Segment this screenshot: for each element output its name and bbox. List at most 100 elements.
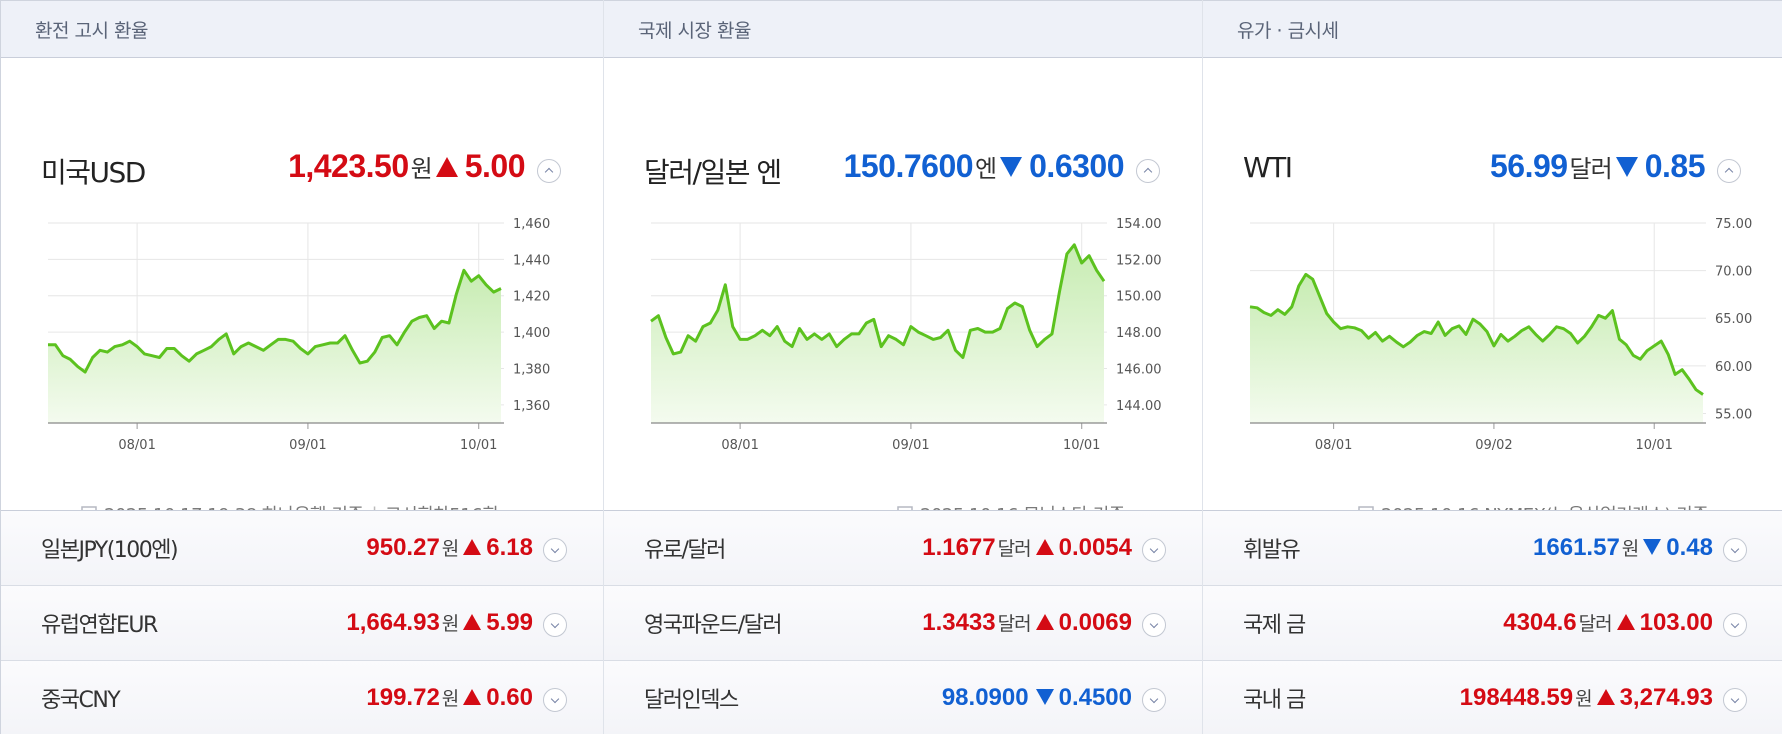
y-tick-label: 1,440 — [513, 253, 550, 268]
main-quote-value: 56.99 달러 0.85 — [1490, 148, 1741, 185]
y-tick-label: 154.00 — [1116, 217, 1162, 232]
list-item-value: 198448.59 원 3,274.93 — [1460, 684, 1747, 712]
main-quote: 미국USD 1,423.50 원 5.00 1,460 1,440 1,420 1,4… — [1, 58, 603, 526]
list-item-name: 휘발유 — [1243, 538, 1301, 563]
list-item-change: 3,274.93 — [1619, 684, 1713, 711]
up-arrow-icon — [463, 614, 482, 630]
y-tick-label: 1,400 — [513, 326, 550, 341]
chevron-down-icon — [1149, 544, 1159, 553]
list-item-unit: 원 — [441, 613, 460, 635]
list-item-price: 1,664.93 — [346, 609, 440, 636]
chevron-down-icon — [550, 619, 560, 628]
list-item-unit: 달러 — [1578, 613, 1613, 635]
list-item-price: 4304.6 — [1503, 609, 1577, 636]
series-line — [650, 243, 1106, 359]
list-item[interactable]: 국제 금 4304.6 달러 103.00 — [1203, 585, 1782, 660]
x-tick-label: 09/02 — [1475, 438, 1512, 453]
list-item-value: 4304.6 달러 103.00 — [1503, 609, 1747, 637]
y-tick-label: 1,380 — [513, 362, 550, 377]
collapse-toggle-button[interactable] — [1136, 158, 1160, 183]
list-item-change: 103.00 — [1639, 609, 1713, 636]
list-item[interactable]: 중국CNY 199.72 원 0.60 — [1, 660, 603, 734]
list-item[interactable]: 유럽연합EUR 1,664.93 원 5.99 — [1, 585, 603, 660]
panel-exchange: 환전 고시 환율 미국USD 1,423.50 원 5.00 1,460 1,44… — [1, 0, 604, 734]
list-item-name: 국제 금 — [1243, 613, 1306, 638]
chart: 154.00 152.00 150.00 148.00 146.00 144.00 08/0… — [650, 217, 1162, 453]
panel-header[interactable]: 환전 고시 환율 — [1, 0, 603, 58]
chevron-down-icon — [1149, 619, 1159, 628]
list-item-name: 영국파운드/달러 — [644, 613, 783, 638]
up-arrow-icon — [435, 157, 458, 177]
y-tick-label: 1,360 — [513, 399, 550, 414]
list-item[interactable]: 영국파운드/달러 1.3433 달러 0.0069 — [604, 585, 1202, 660]
list-item-unit: 달러 — [997, 538, 1032, 560]
main-quote-name[interactable]: 달러/일본 엔 — [644, 156, 782, 189]
quote-list: 휘발유 1661.57 원 0.48 국제 금 4304.6 달러 — [1203, 510, 1782, 734]
list-item[interactable]: 일본JPY(100엔) 950.27 원 6.18 — [1, 510, 603, 585]
panel-intl-market: 국제 시장 환율 달러/일본 엔 150.7600 엔 0.6300 154.0… — [604, 0, 1203, 734]
x-tick-label: 10/01 — [460, 438, 497, 453]
list-item-change: 0.4500 — [1058, 684, 1132, 711]
y-tick-label: 148.00 — [1116, 326, 1162, 341]
down-arrow-icon — [1035, 689, 1054, 705]
x-tick-label: 09/01 — [892, 438, 929, 453]
expand-toggle-button[interactable] — [1723, 538, 1747, 562]
expand-toggle-button[interactable] — [1142, 613, 1166, 637]
x-tick-label: 08/01 — [118, 438, 155, 453]
panel-header[interactable]: 유가 · 금시세 — [1203, 0, 1782, 58]
main-quote-name[interactable]: WTI — [1243, 151, 1293, 184]
chevron-up-icon — [1143, 167, 1153, 177]
x-tick-label: 08/01 — [1315, 438, 1352, 453]
up-arrow-icon — [1596, 689, 1615, 705]
list-item-value: 950.27 원 6.18 — [366, 534, 567, 562]
expand-toggle-button[interactable] — [1723, 613, 1747, 637]
series-line — [1249, 272, 1704, 396]
main-quote-value: 1,423.50 원 5.00 — [288, 148, 561, 185]
expand-toggle-button[interactable] — [543, 538, 567, 562]
expand-toggle-button[interactable] — [1142, 538, 1166, 562]
collapse-toggle-button[interactable] — [1717, 158, 1741, 183]
main-quote-unit: 엔 — [975, 155, 997, 183]
list-item-value: 1.1677 달러 0.0054 — [922, 534, 1166, 562]
expand-toggle-button[interactable] — [1723, 688, 1747, 712]
chevron-down-icon — [1149, 694, 1159, 703]
main-quote-change: 5.00 — [464, 148, 526, 184]
expand-toggle-button[interactable] — [1142, 688, 1166, 712]
list-item[interactable]: 휘발유 1661.57 원 0.48 — [1203, 510, 1782, 585]
chevron-down-icon — [550, 544, 560, 553]
list-item[interactable]: 국내 금 198448.59 원 3,274.93 — [1203, 660, 1782, 734]
list-item[interactable]: 유로/달러 1.1677 달러 0.0054 — [604, 510, 1202, 585]
chart: 75.00 70.00 65.00 60.00 55.00 08/01 09/02 10/01 — [1249, 217, 1752, 453]
down-arrow-icon — [1000, 157, 1023, 177]
y-tick-label: 55.00 — [1715, 407, 1752, 422]
series-line — [48, 268, 502, 374]
list-item-value: 1661.57 원 0.48 — [1533, 534, 1747, 562]
main-quote-name[interactable]: 미국USD — [41, 156, 146, 189]
up-arrow-icon — [1035, 539, 1054, 555]
series-area — [1250, 274, 1703, 423]
main-quote-value: 150.7600 엔 0.6300 — [844, 148, 1160, 185]
collapse-toggle-button[interactable] — [537, 158, 561, 183]
list-item-name: 유로/달러 — [644, 538, 726, 563]
expand-toggle-button[interactable] — [543, 688, 567, 712]
list-item-price: 198448.59 — [1459, 684, 1574, 711]
main-quote-change: 0.6300 — [1029, 148, 1124, 184]
list-item-price: 98.0900 — [941, 684, 1029, 711]
main-quote: 달러/일본 엔 150.7600 엔 0.6300 154.00 152.00 15… — [604, 58, 1202, 526]
list-item[interactable]: 달러인덱스 98.0900 0.4500 — [604, 660, 1202, 734]
list-item-change: 6.18 — [486, 534, 533, 561]
chart: 1,460 1,440 1,420 1,400 1,380 1,360 08/01 09/01… — [47, 217, 550, 453]
y-tick-label: 65.00 — [1715, 312, 1752, 327]
chevron-down-icon — [1730, 694, 1740, 703]
list-item-unit: 원 — [441, 688, 460, 710]
main-quote-price: 150.7600 — [843, 148, 974, 184]
y-tick-label: 60.00 — [1715, 360, 1752, 375]
main-quote-price: 1,423.50 — [288, 148, 409, 184]
y-tick-label: 152.00 — [1116, 253, 1162, 268]
panel-header[interactable]: 국제 시장 환율 — [604, 0, 1202, 58]
chevron-down-icon — [1730, 544, 1740, 553]
list-item-unit: 원 — [1575, 688, 1593, 710]
expand-toggle-button[interactable] — [543, 613, 567, 637]
list-item-name: 달러인덱스 — [644, 688, 739, 713]
panel-header-title: 국제 시장 환율 — [638, 19, 751, 42]
